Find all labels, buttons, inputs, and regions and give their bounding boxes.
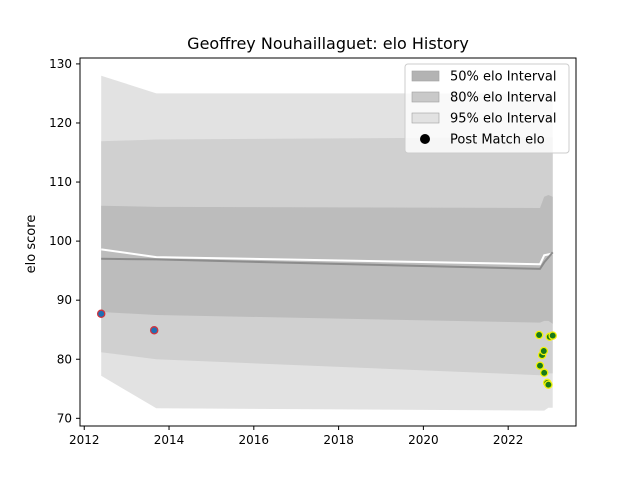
y-axis-label: elo score [24, 215, 39, 274]
chart-title: Geoffrey Nouhaillaguet: elo History [187, 34, 469, 53]
x-tick-label-1: 2014 [154, 433, 185, 447]
y-tick-label-2: 90 [57, 293, 72, 307]
post-match-point-3 [535, 361, 545, 370]
x-tick-label-3: 2018 [323, 433, 354, 447]
legend-label-1: 80% elo Interval [450, 91, 557, 106]
post-match-point-6 [539, 368, 549, 378]
post-match-point-1 [149, 326, 159, 335]
legend-marker-3 [420, 134, 430, 144]
legend-box [404, 63, 570, 154]
x-tick-label-2: 2016 [239, 433, 270, 447]
x-tick-label-5: 2022 [493, 433, 524, 447]
series-line-1 [101, 251, 554, 270]
post-match-point-0 [96, 309, 106, 319]
y-axis-ticks: 70 80 90 100 110 120 130 [49, 57, 80, 425]
x-axis-ticks: 2012 2014 2016 2018 2020 2022 [69, 426, 523, 447]
y-tick-label-0: 70 [57, 411, 72, 425]
interval-bands [101, 75, 553, 411]
legend-swatch-1 [411, 91, 440, 103]
elo-lines [101, 248, 554, 270]
x-tick-label-0: 2012 [69, 433, 100, 447]
legend-label-2: 95% elo Interval [450, 112, 557, 127]
legend-swatch-2 [411, 112, 440, 124]
legend-label-3: Post Match elo [450, 133, 545, 148]
y-tick-label-6: 130 [49, 57, 72, 71]
y-tick-label-1: 80 [57, 352, 72, 366]
plot-frame [79, 57, 577, 427]
y-tick-label-3: 100 [49, 234, 72, 248]
post-match-point-8 [544, 380, 553, 389]
legend-swatch-0 [411, 70, 440, 82]
post-match-point-10 [548, 331, 557, 340]
legend: 50% elo Interval 80% elo Interval 95% elo … [404, 63, 570, 154]
y-tick-label-4: 110 [49, 175, 72, 189]
legend-label-0: 50% elo Interval [450, 70, 557, 85]
series-line-0 [101, 248, 553, 266]
y-tick-label-5: 120 [49, 116, 72, 130]
x-tick-label-4: 2020 [408, 433, 439, 447]
post-match-point-5 [539, 346, 549, 356]
post-match-point-2 [534, 330, 544, 340]
post-match-points [96, 309, 557, 389]
